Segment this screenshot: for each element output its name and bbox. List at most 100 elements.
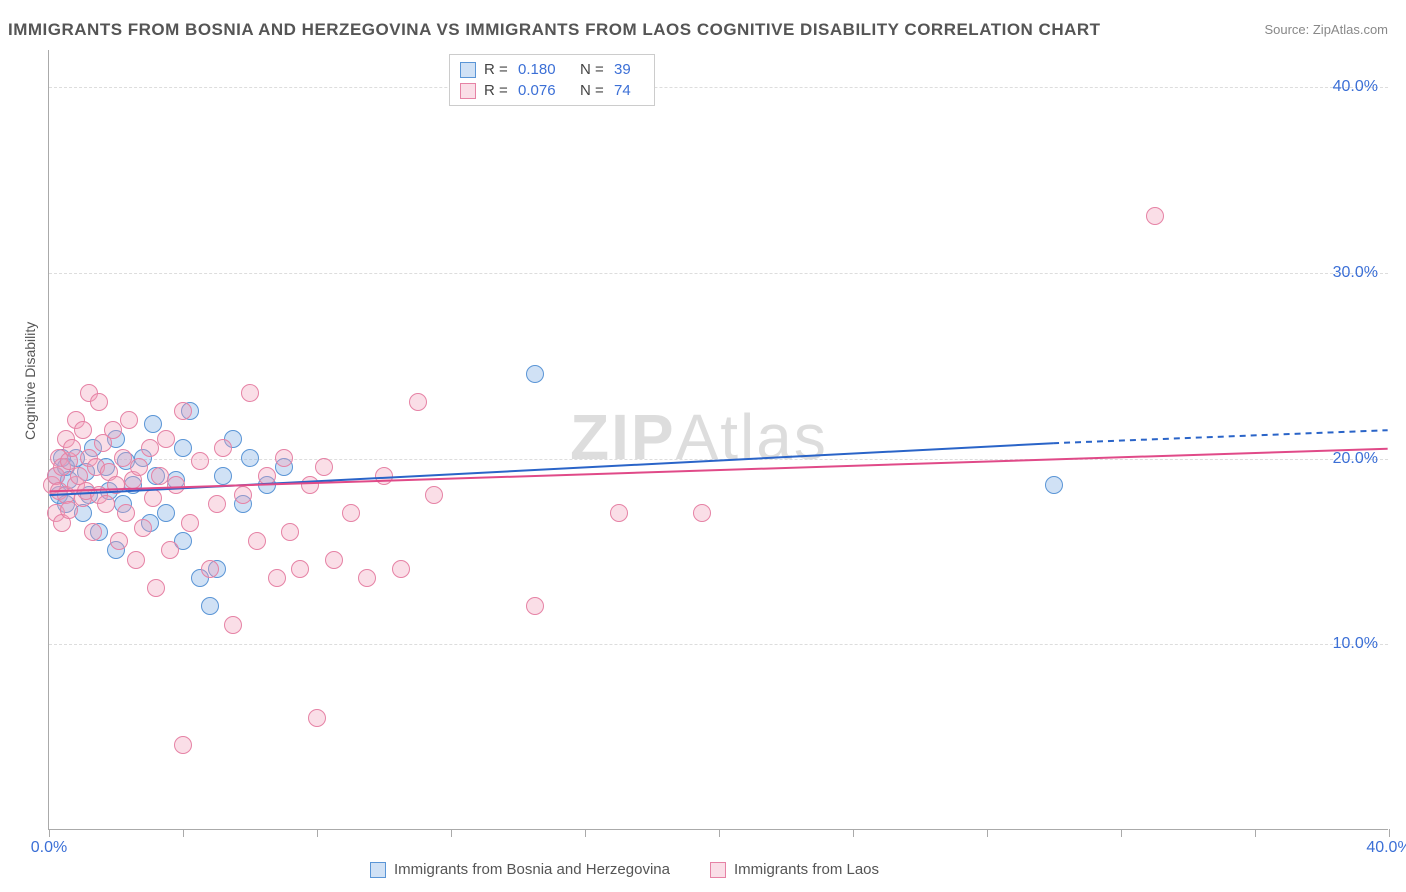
data-point	[114, 449, 132, 467]
data-point	[151, 467, 169, 485]
data-point	[208, 495, 226, 513]
plot-area: R = 0.180 N = 39 R = 0.076 N = 74 10.0% 20.0% 30.…	[48, 50, 1388, 830]
data-point	[120, 411, 138, 429]
data-point	[107, 476, 125, 494]
data-point	[174, 736, 192, 754]
y-tick-label: 30.0%	[1333, 264, 1378, 282]
data-point	[74, 421, 92, 439]
data-point	[167, 476, 185, 494]
legend-row: R = 0.076 N = 74	[460, 80, 644, 101]
data-point	[84, 523, 102, 541]
x-tick	[1255, 829, 1256, 837]
x-tick	[585, 829, 586, 837]
data-point	[315, 458, 333, 476]
data-point	[104, 421, 122, 439]
legend-item: Immigrants from Laos	[710, 861, 879, 878]
data-point	[174, 402, 192, 420]
y-axis-title: Cognitive Disability	[22, 322, 38, 440]
x-tick	[853, 829, 854, 837]
n-value: 74	[614, 82, 644, 99]
data-point	[241, 449, 259, 467]
gridline-h	[49, 87, 1388, 88]
data-point	[248, 532, 266, 550]
legend-label: Immigrants from Laos	[734, 861, 879, 878]
data-point	[181, 514, 199, 532]
data-point	[1146, 207, 1164, 225]
data-point	[141, 439, 159, 457]
legend-label: Immigrants from Bosnia and Herzegovina	[394, 861, 670, 878]
data-point	[342, 504, 360, 522]
legend-swatch	[460, 83, 476, 99]
data-point	[275, 449, 293, 467]
data-point	[224, 616, 242, 634]
trend-lines	[49, 50, 1388, 829]
r-label: R =	[484, 61, 510, 78]
r-label: R =	[484, 82, 510, 99]
x-tick	[987, 829, 988, 837]
x-tick	[183, 829, 184, 837]
x-tick	[451, 829, 452, 837]
data-point	[97, 495, 115, 513]
data-point	[147, 579, 165, 597]
y-tick-label: 20.0%	[1333, 450, 1378, 468]
x-tick	[317, 829, 318, 837]
data-point	[117, 504, 135, 522]
data-point	[1045, 476, 1063, 494]
n-label: N =	[580, 82, 606, 99]
data-point	[63, 439, 81, 457]
y-tick-label: 10.0%	[1333, 635, 1378, 653]
x-tick	[719, 829, 720, 837]
r-value: 0.076	[518, 82, 572, 99]
data-point	[130, 458, 148, 476]
correlation-legend: R = 0.180 N = 39 R = 0.076 N = 74	[449, 54, 655, 106]
data-point	[234, 486, 252, 504]
data-point	[610, 504, 628, 522]
n-value: 39	[614, 61, 644, 78]
data-point	[201, 597, 219, 615]
data-point	[526, 597, 544, 615]
data-point	[110, 532, 128, 550]
data-point	[127, 551, 145, 569]
data-point	[375, 467, 393, 485]
legend-swatch	[460, 62, 476, 78]
data-point	[268, 569, 286, 587]
data-point	[281, 523, 299, 541]
data-point	[308, 709, 326, 727]
x-tick	[1121, 829, 1122, 837]
legend-row: R = 0.180 N = 39	[460, 59, 644, 80]
x-tick	[1389, 829, 1390, 837]
series-legend: Immigrants from Bosnia and Herzegovina Im…	[370, 861, 879, 878]
r-value: 0.180	[518, 61, 572, 78]
data-point	[693, 504, 711, 522]
data-point	[174, 439, 192, 457]
data-point	[134, 519, 152, 537]
data-point	[214, 439, 232, 457]
data-point	[258, 467, 276, 485]
chart-title: IMMIGRANTS FROM BOSNIA AND HERZEGOVINA V…	[8, 20, 1101, 40]
data-point	[301, 476, 319, 494]
data-point	[392, 560, 410, 578]
legend-swatch	[710, 862, 726, 878]
data-point	[201, 560, 219, 578]
x-tick-label: 0.0%	[31, 839, 67, 857]
gridline-h	[49, 273, 1388, 274]
data-point	[241, 384, 259, 402]
legend-item: Immigrants from Bosnia and Herzegovina	[370, 861, 670, 878]
x-tick-label: 40.0%	[1366, 839, 1406, 857]
data-point	[425, 486, 443, 504]
source-label: Source: ZipAtlas.com	[1264, 22, 1388, 37]
data-point	[214, 467, 232, 485]
data-point	[157, 430, 175, 448]
data-point	[157, 504, 175, 522]
n-label: N =	[580, 61, 606, 78]
y-tick-label: 40.0%	[1333, 78, 1378, 96]
gridline-h	[49, 644, 1388, 645]
x-tick	[49, 829, 50, 837]
data-point	[144, 489, 162, 507]
data-point	[358, 569, 376, 587]
legend-swatch	[370, 862, 386, 878]
data-point	[90, 393, 108, 411]
data-point	[144, 415, 162, 433]
data-point	[161, 541, 179, 559]
data-point	[409, 393, 427, 411]
